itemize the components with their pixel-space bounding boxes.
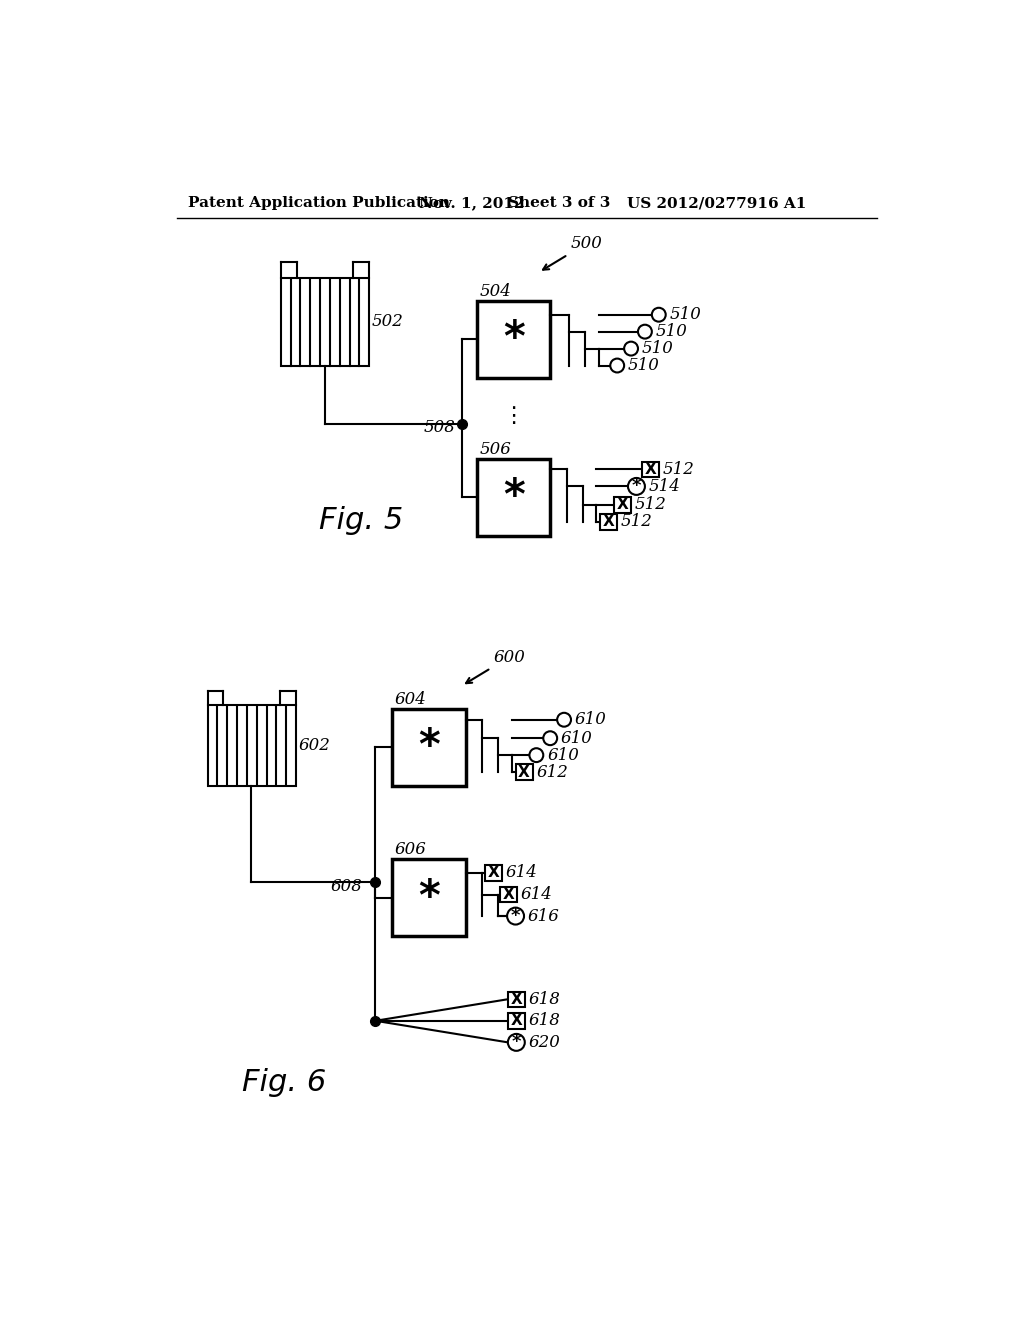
Text: 514: 514 (649, 478, 681, 495)
Text: X: X (487, 866, 499, 880)
Text: Fig. 6: Fig. 6 (243, 1068, 327, 1097)
Text: X: X (518, 764, 529, 780)
Text: 606: 606 (394, 841, 427, 858)
Text: 614: 614 (506, 865, 538, 882)
Text: *: * (418, 726, 440, 768)
Text: 612: 612 (537, 763, 568, 780)
Text: X: X (603, 515, 614, 529)
Bar (392, 709, 466, 785)
Circle shape (529, 748, 544, 762)
Text: 610: 610 (574, 711, 607, 729)
Text: 510: 510 (642, 341, 674, 358)
Text: *: * (418, 876, 440, 919)
Circle shape (507, 908, 524, 924)
Text: 500: 500 (571, 235, 603, 252)
Bar (500, 887, 517, 903)
Text: 506: 506 (479, 441, 511, 458)
Bar (508, 991, 525, 1007)
Circle shape (638, 325, 652, 339)
Text: 510: 510 (628, 356, 659, 374)
Circle shape (544, 731, 557, 744)
Bar (508, 1014, 525, 1028)
Text: 610: 610 (561, 730, 593, 747)
Bar (484, 866, 502, 880)
Text: X: X (644, 462, 656, 477)
Bar (208, 705, 296, 785)
Text: 508: 508 (423, 420, 455, 437)
Bar (515, 764, 532, 780)
Text: *: * (511, 907, 520, 925)
Bar (477, 459, 550, 536)
Text: 614: 614 (521, 886, 553, 903)
Text: 510: 510 (655, 323, 687, 341)
Text: 616: 616 (528, 908, 560, 924)
Text: X: X (503, 887, 514, 902)
Text: 620: 620 (528, 1034, 560, 1051)
Circle shape (625, 342, 638, 355)
Text: X: X (510, 1014, 522, 1028)
Text: 604: 604 (394, 692, 427, 709)
Text: 502: 502 (372, 313, 403, 330)
Text: Nov. 1, 2012: Nov. 1, 2012 (419, 197, 525, 210)
Bar (614, 498, 631, 512)
Circle shape (508, 1034, 524, 1051)
Text: *: * (632, 478, 641, 495)
Text: Fig. 5: Fig. 5 (319, 506, 403, 535)
Text: 602: 602 (298, 737, 331, 754)
Bar (600, 515, 617, 529)
Bar (392, 859, 466, 936)
Text: *: * (503, 477, 524, 519)
Text: *: * (503, 318, 524, 360)
Circle shape (557, 713, 571, 726)
Text: 512: 512 (663, 461, 694, 478)
Text: 512: 512 (635, 496, 667, 513)
Text: Sheet 3 of 3: Sheet 3 of 3 (508, 197, 610, 210)
Text: Patent Application Publication: Patent Application Publication (188, 197, 451, 210)
Circle shape (610, 359, 625, 372)
Text: US 2012/0277916 A1: US 2012/0277916 A1 (628, 197, 807, 210)
Text: 510: 510 (670, 306, 701, 323)
Text: X: X (510, 991, 522, 1007)
Text: 608: 608 (331, 878, 362, 895)
Text: 512: 512 (621, 513, 653, 531)
Text: *: * (512, 1034, 521, 1051)
Text: 504: 504 (479, 282, 511, 300)
Bar (642, 462, 658, 478)
Circle shape (628, 478, 645, 495)
Text: X: X (616, 498, 629, 512)
Text: ⋮: ⋮ (502, 407, 524, 426)
Bar (281, 277, 370, 367)
Text: 618: 618 (528, 991, 560, 1007)
Text: 600: 600 (494, 649, 526, 667)
Text: 610: 610 (547, 747, 579, 764)
Text: 618: 618 (528, 1012, 560, 1030)
Bar (477, 301, 550, 378)
Circle shape (652, 308, 666, 322)
